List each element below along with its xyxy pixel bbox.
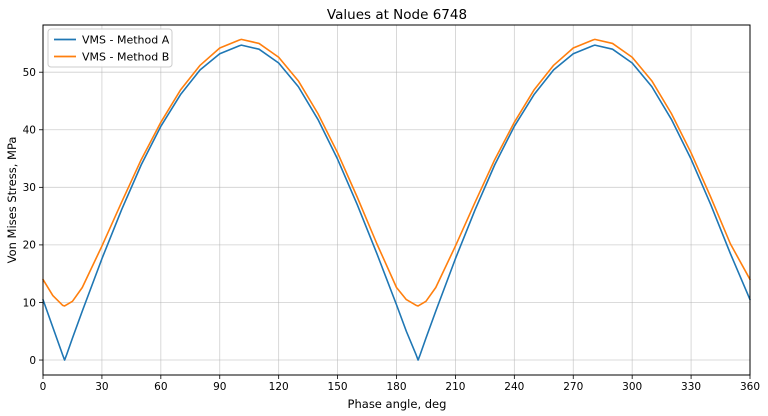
x-tick-label: 150	[328, 381, 348, 393]
series-line-method-a	[42, 44, 751, 361]
x-tick-label: 270	[563, 381, 583, 393]
y-tick-label: 40	[23, 125, 36, 137]
x-tick-label: 0	[40, 381, 47, 393]
x-tick-label: 360	[740, 381, 760, 393]
y-axis-ticks: 0 10 20 30 40 50	[23, 67, 43, 367]
legend-label-method-a: VMS - Method A	[82, 34, 170, 47]
legend-label-method-b: VMS - Method B	[82, 51, 169, 64]
x-tick-label: 60	[154, 381, 167, 393]
x-tick-label: 180	[386, 381, 406, 393]
series-lines	[42, 38, 751, 361]
x-tick-label: 330	[681, 381, 701, 393]
series-line-method-b	[42, 38, 751, 307]
y-tick-label: 30	[23, 182, 36, 194]
legend-box	[47, 28, 173, 68]
x-tick-label: 210	[445, 381, 465, 393]
x-tick-label: 120	[269, 381, 289, 393]
legend: VMS - Method A VMS - Method B	[47, 28, 173, 68]
x-tick-label: 90	[213, 381, 226, 393]
y-axis-label: Von Mises Stress, MPa	[5, 137, 19, 264]
grid	[42, 25, 751, 375]
y-tick-label: 10	[23, 297, 36, 309]
x-tick-label: 300	[622, 381, 642, 393]
y-tick-label: 20	[23, 240, 36, 252]
x-tick-label: 240	[504, 381, 524, 393]
x-axis-ticks: 0 30 60 90 120 150 180 210 240 270 300 330 360	[40, 375, 760, 393]
x-tick-label: 30	[95, 381, 108, 393]
chart-title: Values at Node 6748	[327, 7, 467, 23]
y-tick-label: 0	[29, 355, 36, 367]
x-axis-label: Phase angle, deg	[348, 397, 447, 411]
y-tick-label: 50	[23, 67, 36, 79]
